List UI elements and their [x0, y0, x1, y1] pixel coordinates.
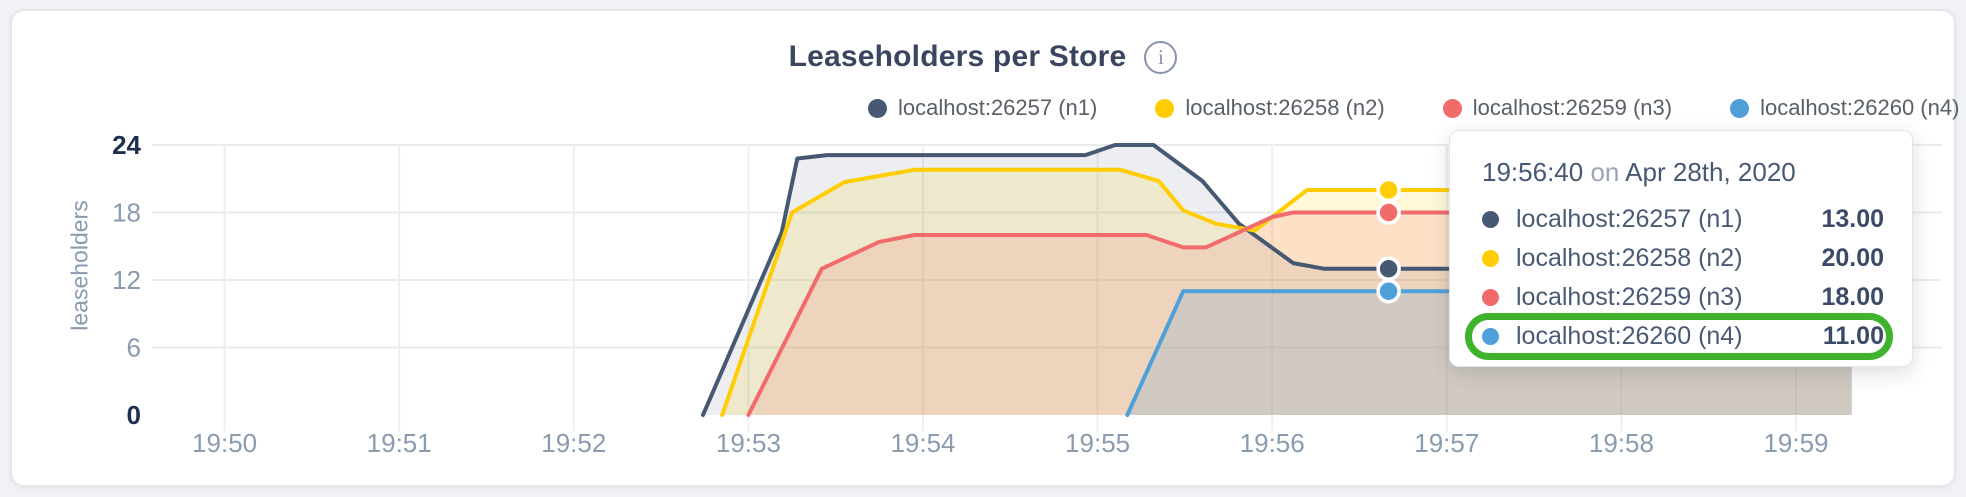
- chart-tooltip: 19:56:40 on Apr 28th, 2020 localhost:262…: [1449, 130, 1913, 367]
- legend-label-n1: localhost:26257 (n1): [898, 95, 1098, 120]
- tooltip-dot-n4: [1482, 328, 1499, 345]
- x-tick-label: 19:58: [1589, 428, 1654, 458]
- tooltip-dot-n2: [1482, 250, 1499, 267]
- chart-legend: localhost:26257 (n1) localhost:26258 (n2…: [868, 95, 1959, 121]
- legend-dot-n4: [1730, 98, 1750, 118]
- tooltip-label-n3: localhost:26259 (n3): [1516, 283, 1743, 311]
- tooltip-row-n1: localhost:26257 (n1) 13.00: [1482, 200, 1884, 239]
- hover-dot-1: [1376, 256, 1401, 281]
- tooltip-row-n4: localhost:26260 (n4) 11.00: [1465, 313, 1893, 360]
- x-tick-label: 19:50: [192, 428, 257, 458]
- x-tick-label: 19:56: [1240, 428, 1305, 458]
- legend-label-n4: localhost:26260 (n4): [1760, 95, 1960, 120]
- tooltip-value-n2: 20.00: [1821, 244, 1884, 272]
- x-tick-label: 19:54: [890, 428, 955, 458]
- tooltip-value-n1: 13.00: [1821, 205, 1884, 233]
- legend-item-n1[interactable]: localhost:26257 (n1): [868, 95, 1097, 121]
- hover-dot-4: [1376, 279, 1401, 304]
- x-tick-label: 19:53: [716, 428, 781, 458]
- tooltip-label-n2: localhost:26258 (n2): [1516, 244, 1743, 272]
- tooltip-value-n3: 18.00: [1821, 283, 1884, 311]
- legend-item-n4[interactable]: localhost:26260 (n4): [1730, 95, 1959, 121]
- info-icon[interactable]: i: [1144, 40, 1178, 74]
- tooltip-dot-n1: [1482, 211, 1499, 228]
- tooltip-on-word: on: [1590, 157, 1620, 187]
- legend-label-n2: localhost:26258 (n2): [1185, 95, 1385, 120]
- tooltip-dot-n3: [1482, 289, 1499, 306]
- y-tick-label: 6: [127, 333, 141, 363]
- hover-dot-3: [1376, 200, 1401, 225]
- tooltip-row-n2: localhost:26258 (n2) 20.00: [1482, 239, 1884, 278]
- legend-dot-n2: [1155, 98, 1175, 118]
- x-tick-label: 19:52: [541, 428, 606, 458]
- legend-dot-n3: [1442, 98, 1462, 118]
- chart-title: Leaseholders per Store: [788, 40, 1127, 73]
- hover-dot-2: [1376, 177, 1401, 203]
- y-tick-label: 24: [112, 130, 141, 160]
- y-tick-label: 12: [112, 265, 141, 295]
- tooltip-row-n3: localhost:26259 (n3) 18.00: [1482, 278, 1884, 317]
- x-tick-label: 19:59: [1763, 428, 1828, 458]
- tooltip-label-n4: localhost:26260 (n4): [1516, 322, 1743, 350]
- series-line-3[interactable]: [746, 210, 1854, 417]
- x-tick-label: 19:51: [367, 428, 432, 458]
- legend-dot-n1: [868, 98, 887, 118]
- tooltip-time: 19:56:40: [1482, 157, 1584, 187]
- tooltip-label-n1: localhost:26257 (n1): [1516, 205, 1743, 233]
- y-tick-label: 0: [127, 400, 141, 430]
- tooltip-timestamp: 19:56:40 on Apr 28th, 2020: [1482, 157, 1884, 188]
- chart-header: Leaseholders per Store i: [0, 40, 1966, 74]
- x-tick-label: 19:55: [1065, 428, 1130, 458]
- legend-item-n2[interactable]: localhost:26258 (n2): [1155, 95, 1385, 121]
- x-tick-label: 19:57: [1414, 428, 1479, 458]
- y-tick-label: 18: [112, 198, 141, 228]
- series-line-1[interactable]: [701, 143, 1854, 417]
- legend-label-n3: localhost:26259 (n3): [1472, 95, 1673, 120]
- tooltip-date: Apr 28th, 2020: [1625, 157, 1796, 187]
- y-axis-label: leaseholders: [66, 200, 93, 331]
- tooltip-value-n4: 11.00: [1822, 322, 1884, 350]
- legend-item-n3[interactable]: localhost:26259 (n3): [1442, 95, 1673, 121]
